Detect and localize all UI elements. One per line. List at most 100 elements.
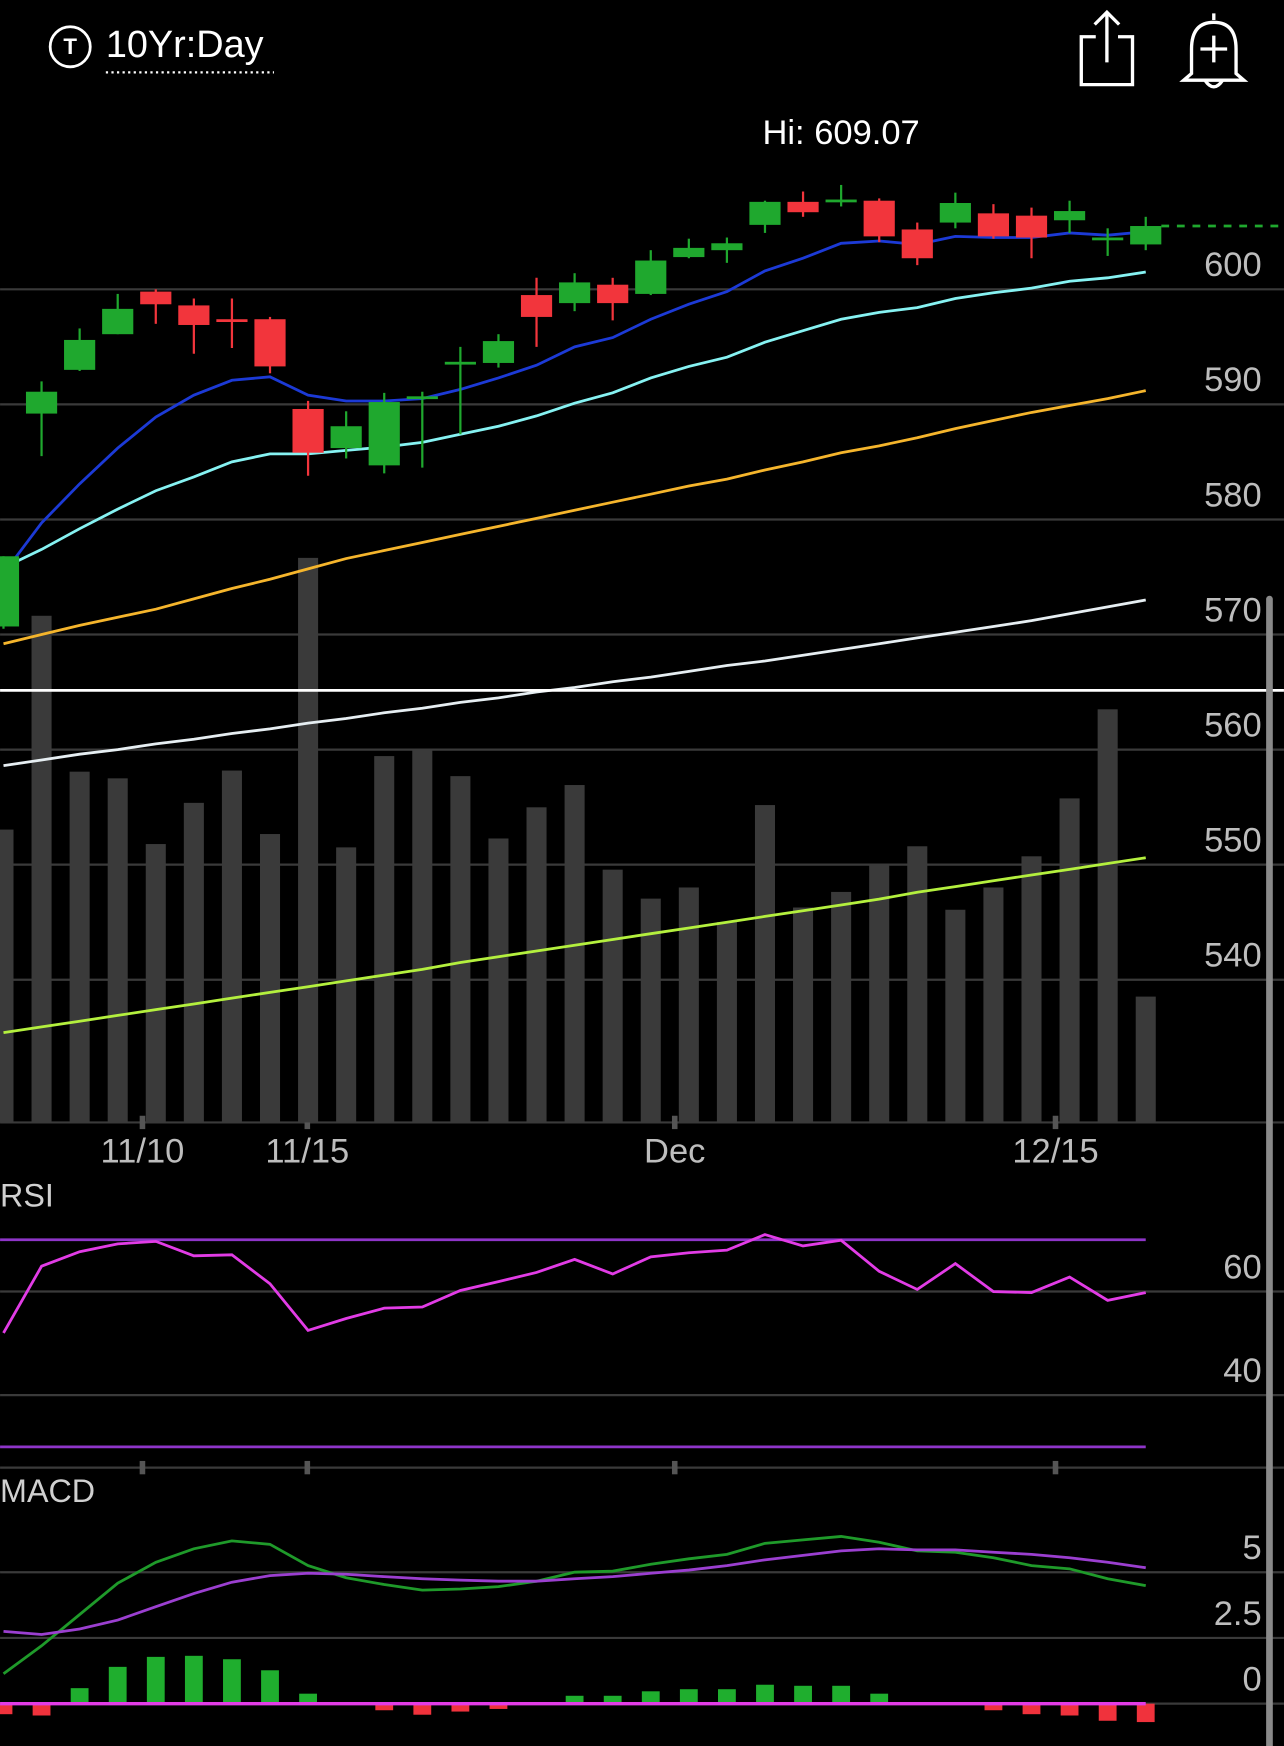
x-tick-label: 11/15 xyxy=(265,1133,349,1171)
histogram-bar xyxy=(413,1703,432,1715)
share-arrow xyxy=(1093,9,1121,63)
histogram-bar xyxy=(641,1691,660,1704)
candle-body xyxy=(520,295,553,317)
volume-bar xyxy=(1135,996,1156,1123)
x-tick-label: 11/10 xyxy=(101,1133,185,1171)
volume-bar xyxy=(336,847,357,1123)
y-tick-label: 540 xyxy=(1204,937,1262,975)
volume-bar xyxy=(602,869,623,1123)
y-tick-label: 5 xyxy=(1242,1529,1261,1567)
volume-bar xyxy=(945,909,966,1123)
volume-bar xyxy=(107,778,128,1123)
annotation: Hi: 609.07 xyxy=(762,114,919,152)
y-tick-label: 60 xyxy=(1223,1248,1261,1286)
candle-body xyxy=(444,361,476,365)
volume-bar xyxy=(145,844,166,1123)
histogram-bar xyxy=(832,1685,851,1704)
y-tick-label: 40 xyxy=(1223,1352,1261,1390)
series-line xyxy=(2,1535,1147,1675)
histogram-bar xyxy=(0,1703,13,1715)
volume-bar xyxy=(716,921,737,1123)
candle-body xyxy=(178,305,210,325)
candle-body xyxy=(673,247,705,258)
timeframe-title[interactable]: 10Yr:Day xyxy=(106,24,264,66)
histogram-bar xyxy=(108,1666,127,1704)
y-tick-label: 0 xyxy=(1242,1661,1261,1699)
volume-bar xyxy=(298,557,319,1123)
panel-title: RSI xyxy=(0,1178,54,1214)
volume-bar xyxy=(983,887,1004,1123)
panel-title: MACD xyxy=(0,1473,95,1509)
histogram-bar xyxy=(679,1689,698,1704)
histogram-bar xyxy=(375,1703,394,1711)
histogram-bar xyxy=(1022,1703,1041,1715)
histogram-bar xyxy=(1136,1703,1155,1723)
histogram-bar xyxy=(299,1693,317,1704)
y-tick-label: 2.5 xyxy=(1214,1595,1262,1633)
symbol-icon xyxy=(48,25,92,69)
histogram-bar xyxy=(261,1670,279,1704)
candle-body xyxy=(1092,237,1124,241)
volume-bar xyxy=(69,771,90,1123)
histogram-bar xyxy=(1060,1703,1079,1716)
y-tick-label: 560 xyxy=(1204,706,1262,744)
candle-body xyxy=(330,426,362,449)
alert-button[interactable] xyxy=(1179,13,1249,89)
volume-bar xyxy=(488,838,509,1123)
candle-body xyxy=(559,282,591,304)
candle-body xyxy=(216,319,248,323)
volume-bar xyxy=(1097,709,1118,1123)
volume-bar xyxy=(640,898,661,1123)
candle-body xyxy=(939,203,971,223)
volume-bar xyxy=(221,770,242,1123)
volume-bar xyxy=(1059,798,1080,1123)
volume-bar xyxy=(412,749,433,1123)
histogram-bar xyxy=(794,1685,812,1704)
x-tick-label: 12/15 xyxy=(1012,1133,1098,1171)
histogram-bar xyxy=(146,1656,165,1704)
candle-body xyxy=(749,201,781,225)
scrollbar[interactable] xyxy=(1266,595,1273,1746)
volume-bar xyxy=(907,846,928,1123)
histogram-bar xyxy=(451,1703,470,1712)
plus-icon xyxy=(1200,35,1228,63)
series-line xyxy=(3,856,1146,1035)
series-line xyxy=(2,270,1146,570)
volume-bar xyxy=(678,887,699,1123)
series-line xyxy=(3,1547,1146,1636)
candle-body xyxy=(254,319,286,367)
histogram-bar xyxy=(184,1655,203,1704)
y-tick-label: 600 xyxy=(1204,246,1262,284)
candle-body xyxy=(1015,215,1048,238)
bell-clapper xyxy=(1203,79,1225,89)
candle-body xyxy=(711,243,743,251)
candle-body xyxy=(977,213,1010,237)
series-line xyxy=(3,389,1147,646)
volume-bar xyxy=(564,785,585,1123)
share-button[interactable] xyxy=(1079,9,1135,87)
histogram-bar xyxy=(70,1688,89,1704)
candle-body xyxy=(825,199,857,203)
bell-icon xyxy=(1179,13,1249,82)
candle-body xyxy=(292,408,324,453)
histogram-bar xyxy=(717,1689,736,1704)
volume-bar xyxy=(754,805,776,1123)
symbol-letter: T xyxy=(63,34,77,59)
candle-body xyxy=(406,396,438,400)
candle-body xyxy=(368,402,400,466)
candle-body xyxy=(140,291,172,305)
candle-body xyxy=(482,341,515,363)
volume-bar xyxy=(259,834,281,1123)
histogram-bar xyxy=(984,1703,1003,1711)
candle-body xyxy=(901,229,933,259)
x-tick-label: Dec xyxy=(644,1133,705,1171)
candle-body xyxy=(863,200,895,237)
y-tick-label: 550 xyxy=(1204,822,1262,860)
volume-bar xyxy=(31,615,52,1123)
histogram-bar xyxy=(756,1684,774,1704)
symbol-button[interactable]: T xyxy=(48,25,92,69)
volume-bar xyxy=(869,864,890,1123)
